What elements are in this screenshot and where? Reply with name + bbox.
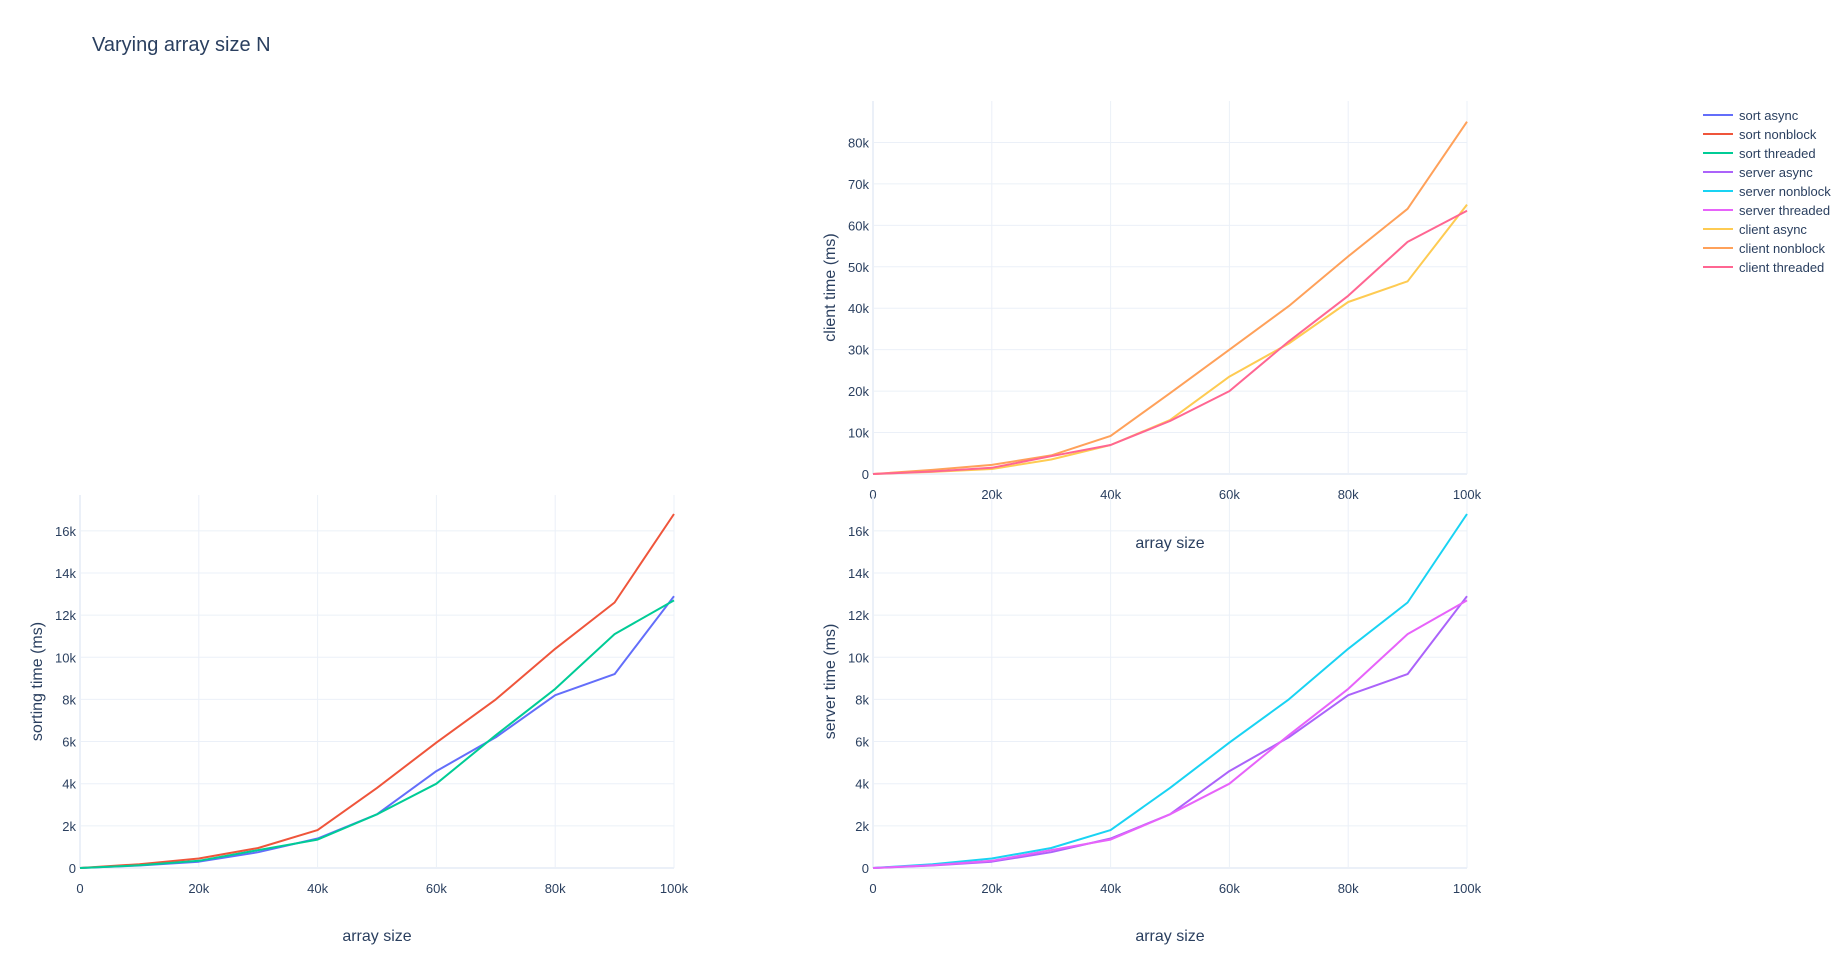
x-tick-label: 100k — [1453, 487, 1482, 502]
subplot-sorting: 0 20k 40k 60k 80k 100k 0 2k 4k 6k 8k 10k 12k 14k 16k ar… — [29, 495, 689, 945]
legend-item-server-async[interactable]: server async — [1703, 165, 1813, 180]
y-tick-label: 30k — [848, 343, 869, 358]
legend-item-server-threaded[interactable]: server threaded — [1703, 203, 1830, 218]
legend-label: sort async — [1739, 108, 1799, 123]
x-axis-title: array size — [1135, 535, 1204, 552]
y-tick-label: 8k — [855, 692, 869, 707]
x-tick-label: 20k — [188, 881, 209, 896]
x-tick-label: 0 — [76, 881, 83, 896]
x-tick-label: 40k — [307, 881, 328, 896]
y-tick-label: 12k — [848, 608, 869, 623]
legend-item-server-nonblock[interactable]: server nonblock — [1703, 184, 1831, 199]
series-line-server-threaded[interactable] — [872, 599, 1468, 869]
y-tick-label: 2k — [62, 819, 76, 834]
y-tick-label: 4k — [855, 777, 869, 792]
y-axis-title: client time (ms) — [822, 233, 839, 341]
x-tick-label: 40k — [1100, 487, 1121, 502]
series-line-server-nonblock[interactable] — [872, 513, 1468, 869]
y-tick-label: 40k — [848, 301, 869, 316]
y-tick-label: 0 — [862, 467, 869, 482]
y-tick-label: 16k — [848, 524, 869, 539]
y-tick-label: 8k — [62, 692, 76, 707]
x-tick-label: 60k — [1219, 881, 1240, 896]
legend-item-client-async[interactable]: client async — [1703, 222, 1807, 237]
y-tick-label: 0 — [862, 861, 869, 876]
x-tick-label: 80k — [1338, 487, 1359, 502]
y-tick-label: 6k — [855, 735, 869, 750]
legend-item-client-threaded[interactable]: client threaded — [1703, 260, 1824, 275]
y-tick-label: 50k — [848, 260, 869, 275]
y-tick-label: 70k — [848, 177, 869, 192]
legend-label: sort nonblock — [1739, 127, 1817, 142]
legend-label: sort threaded — [1739, 146, 1816, 161]
y-tick-label: 10k — [848, 650, 869, 665]
x-tick-label: 20k — [981, 487, 1002, 502]
chart-title: Varying array size N — [92, 34, 271, 56]
y-tick-label: 80k — [848, 135, 869, 150]
series-line-client-nonblock[interactable] — [872, 121, 1468, 475]
x-tick-label: 20k — [981, 881, 1002, 896]
legend[interactable]: sort async sort nonblock sort threaded serv… — [1703, 108, 1831, 275]
legend-label: server threaded — [1739, 203, 1830, 218]
series-line-sort-nonblock[interactable] — [79, 513, 675, 869]
y-tick-label: 10k — [55, 650, 76, 665]
legend-label: server nonblock — [1739, 184, 1831, 199]
legend-label: client nonblock — [1739, 241, 1825, 256]
y-tick-label: 10k — [848, 426, 869, 441]
legend-item-sort-nonblock[interactable]: sort nonblock — [1703, 127, 1817, 142]
series-line-sort-async[interactable] — [79, 595, 675, 869]
x-tick-label: 40k — [1100, 881, 1121, 896]
y-tick-label: 14k — [848, 566, 869, 581]
series-line-sort-threaded[interactable] — [79, 599, 675, 869]
x-tick-label: 100k — [1453, 881, 1482, 896]
legend-label: server async — [1739, 165, 1813, 180]
subplots: 0 20k 40k 60k 80k 100k 0 10k 20k 30k 40k 50k 60k 70k 8… — [29, 101, 1482, 945]
y-tick-label: 0 — [69, 861, 76, 876]
y-tick-label: 6k — [62, 735, 76, 750]
x-tick-label: 80k — [545, 881, 566, 896]
x-tick-label: 0 — [869, 487, 876, 502]
series-line-client-threaded[interactable] — [872, 209, 1468, 475]
y-tick-label: 60k — [848, 218, 869, 233]
y-tick-label: 4k — [62, 777, 76, 792]
y-tick-label: 16k — [55, 524, 76, 539]
y-tick-label: 14k — [55, 566, 76, 581]
y-axis-title: sorting time (ms) — [29, 622, 46, 741]
series-line-client-async[interactable] — [872, 203, 1468, 475]
x-axis-title: array size — [1135, 928, 1204, 945]
legend-item-sort-threaded[interactable]: sort threaded — [1703, 146, 1816, 161]
y-axis-title: server time (ms) — [822, 624, 839, 740]
y-tick-label: 20k — [848, 384, 869, 399]
subplot-client: 0 20k 40k 60k 80k 100k 0 10k 20k 30k 40k 50k 60k 70k 8… — [822, 101, 1482, 552]
legend-item-sort-async[interactable]: sort async — [1703, 108, 1799, 123]
subplot-server: 0 20k 40k 60k 80k 100k 0 2k 4k 6k 8k 10k 12k 14k 16k ar… — [822, 495, 1482, 945]
x-axis-title: array size — [342, 928, 411, 945]
y-tick-label: 2k — [855, 819, 869, 834]
x-tick-label: 80k — [1338, 881, 1359, 896]
x-tick-label: 100k — [660, 881, 689, 896]
x-tick-label: 0 — [869, 881, 876, 896]
y-tick-label: 12k — [55, 608, 76, 623]
x-tick-label: 60k — [426, 881, 447, 896]
series-line-server-async[interactable] — [872, 595, 1468, 869]
legend-label: client threaded — [1739, 260, 1824, 275]
legend-item-client-nonblock[interactable]: client nonblock — [1703, 241, 1825, 256]
legend-label: client async — [1739, 222, 1807, 237]
x-tick-label: 60k — [1219, 487, 1240, 502]
